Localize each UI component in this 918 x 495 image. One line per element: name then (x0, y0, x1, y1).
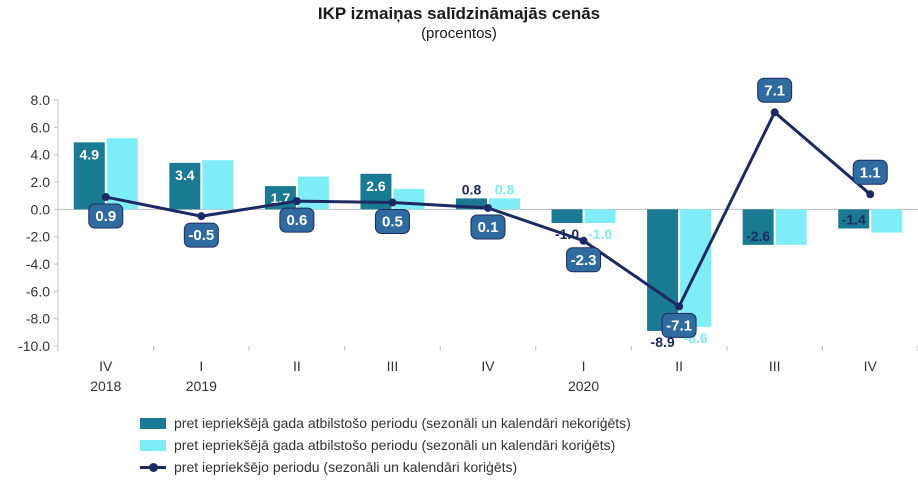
line-label: 0.5 (382, 214, 403, 231)
x-tick-label: IV (99, 358, 113, 374)
legend-label-bar-unadjusted: pret iepriekšējā gada atbilstošo periodu… (174, 415, 631, 431)
legend-swatch-bar-adjusted (140, 439, 166, 451)
y-tick-label: 4.0 (31, 147, 51, 163)
legend-item-bar-adjusted: pret iepriekšējā gada atbilstošo periodu… (140, 434, 631, 456)
bar-adjusted (871, 209, 903, 233)
legend-item-line: pret iepriekšējo periodu (sezonāli un ka… (140, 456, 631, 478)
line-point (579, 236, 588, 245)
x-tick-label: II (675, 358, 683, 374)
bar-adjusted (297, 176, 329, 210)
line-point (866, 190, 875, 199)
bar-unadjusted (73, 142, 105, 210)
bar-unadjusted (647, 209, 679, 331)
bar-adjusted (680, 209, 712, 327)
bar-unadjusted-label: -1.4 (842, 211, 866, 227)
x-tick-label: IV (864, 358, 878, 374)
line-point (770, 108, 779, 117)
line-label-box (88, 203, 124, 229)
line-label: 0.6 (286, 212, 307, 229)
line-label-box (852, 159, 888, 185)
chart-plot: 8.0 6.0 4.0 2.0 0.0 -2.0 -4.0 -6.0 -8.0 -10.0 4.9 5… (18, 77, 918, 394)
bar-adjusted-label: 5.2 (113, 142, 133, 158)
x-tick-label: I (582, 358, 586, 374)
y-tick-label: 6.0 (31, 119, 51, 135)
line-label: 7.1 (764, 82, 785, 99)
line-label: 0.1 (478, 219, 499, 236)
line-label-box (661, 312, 697, 338)
bar-unadjusted (169, 162, 201, 210)
bar-adjusted-label: 2.4 (304, 181, 324, 197)
line-point (197, 212, 206, 221)
x-tick-label: IV (481, 358, 495, 374)
bar-adjusted-label: -1.7 (875, 216, 899, 232)
bar-adjusted (489, 198, 520, 210)
x-year-label: 2020 (568, 378, 599, 394)
x-year-label: 2019 (186, 378, 217, 394)
y-tick-label: -2.0 (26, 229, 50, 245)
line-label: -7.1 (666, 317, 692, 334)
bar-unadjusted (742, 209, 774, 245)
bar-unadjusted-label: -2.6 (746, 228, 770, 244)
y-tick-label: -4.0 (26, 256, 50, 272)
y-tick-label: 0.0 (31, 201, 51, 217)
line-label: 1.1 (860, 164, 881, 181)
y-tick-label: -8.0 (26, 311, 50, 327)
bar-unadjusted-label: 3.4 (175, 167, 195, 183)
legend-label-line: pret iepriekšējo periodu (sezonāli un ka… (174, 459, 518, 475)
line-point (292, 197, 301, 206)
legend-item-bar-unadjusted: pret iepriekšējā gada atbilstošo periodu… (140, 412, 631, 434)
bar-adjusted (584, 209, 616, 223)
legend-label-bar-adjusted: pret iepriekšējā gada atbilstošo periodu… (174, 437, 616, 453)
bar-adjusted (202, 160, 234, 210)
bar-adjusted-label: 3.6 (208, 164, 228, 180)
x-tick-label: III (769, 358, 781, 374)
legend-swatch-line (140, 462, 166, 473)
line-label-box (566, 247, 602, 273)
legend: pret iepriekšējā gada atbilstošo periodu… (140, 412, 631, 478)
bar-unadjusted (551, 209, 583, 223)
y-tick-label: 8.0 (31, 92, 51, 108)
bar-adjusted (775, 209, 807, 245)
bar-adjusted-label: 1.5 (399, 193, 419, 209)
line-label-box (183, 222, 219, 248)
y-tick-label: -10.0 (18, 338, 50, 354)
line-point (101, 193, 110, 202)
x-tick-label: II (293, 358, 301, 374)
line-point (388, 198, 397, 207)
bar-adjusted-label: -1.0 (588, 226, 612, 242)
legend-swatch-bar-unadjusted (140, 417, 166, 429)
bar-unadjusted-label: 2.6 (366, 178, 386, 194)
bar-unadjusted (456, 198, 487, 210)
chart-subtitle: (procentos) (421, 25, 497, 42)
line-label: -0.5 (188, 227, 214, 244)
bar-adjusted-label: -2.6 (779, 228, 803, 244)
line-point (675, 302, 684, 311)
line-label: 0.9 (95, 208, 116, 225)
bar-unadjusted-label: 0.8 (462, 181, 482, 197)
y-tick-label: -6.0 (26, 283, 50, 299)
line-label-box (757, 77, 793, 103)
line-label-box (279, 207, 315, 233)
x-tick-label: III (387, 358, 399, 374)
y-tick-label: 2.0 (31, 174, 51, 190)
line-label-box (374, 209, 410, 234)
x-year-label: 2018 (90, 378, 121, 394)
x-tick-label: I (199, 358, 203, 374)
line-point (484, 203, 492, 212)
bar-unadjusted (838, 209, 870, 229)
line-label: -2.3 (571, 252, 597, 269)
chart-title: IKP izmaiņas salīdzināmajās cenās (317, 4, 601, 23)
bar-unadjusted-label: -8.9 (651, 334, 675, 350)
line-label-box (470, 214, 506, 240)
bar-unadjusted-label: 4.9 (80, 146, 100, 162)
bar-adjusted-label: 0.8 (495, 181, 515, 197)
